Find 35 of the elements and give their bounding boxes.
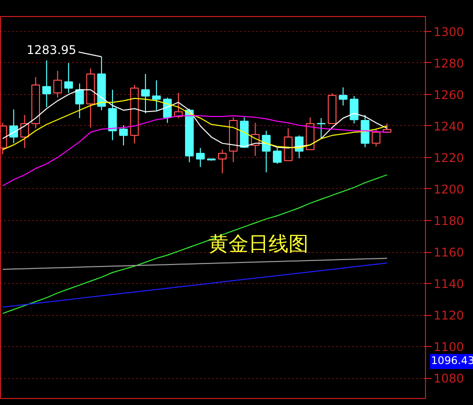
candlestick — [108, 89, 117, 141]
candlestick — [119, 124, 128, 146]
candlestick — [218, 149, 227, 174]
candlestick — [250, 122, 260, 156]
candlestick — [141, 73, 150, 114]
candlestick — [316, 118, 326, 140]
y-tick-label: 1300 — [434, 24, 464, 39]
y-tick-label: 1080 — [434, 372, 464, 386]
y-tick-label: 1180 — [434, 214, 464, 228]
candlestick — [42, 60, 51, 108]
y-tick-label: 1200 — [434, 182, 464, 196]
y-tick-label: 1220 — [434, 150, 464, 165]
text: 黄金日线图 — [208, 232, 308, 256]
line-series — [2, 174, 388, 314]
candlestick — [152, 80, 161, 111]
line-series — [2, 258, 388, 270]
candlestick — [64, 62, 73, 94]
y-tick-label: 1240 — [434, 119, 464, 134]
y-tick-label: 1260 — [434, 88, 464, 102]
candlestick — [360, 114, 370, 148]
candlestick — [350, 96, 358, 124]
candlestick — [338, 86, 348, 106]
candlestick — [20, 114, 30, 149]
candlestick — [86, 68, 95, 128]
y-tick-label: 1160 — [434, 246, 464, 260]
candlestick — [272, 148, 282, 164]
candlestick — [196, 148, 205, 168]
annotation: 1283.95 — [26, 43, 76, 58]
y-tick-label: 1280 — [434, 56, 464, 70]
line-series — [2, 262, 388, 308]
candlestick — [31, 76, 40, 129]
y-tick-label: 1120 — [434, 308, 464, 323]
y-tick-label: 1140 — [434, 277, 464, 292]
candlestick — [75, 82, 84, 119]
y-tick-label: 1100 — [434, 340, 464, 354]
